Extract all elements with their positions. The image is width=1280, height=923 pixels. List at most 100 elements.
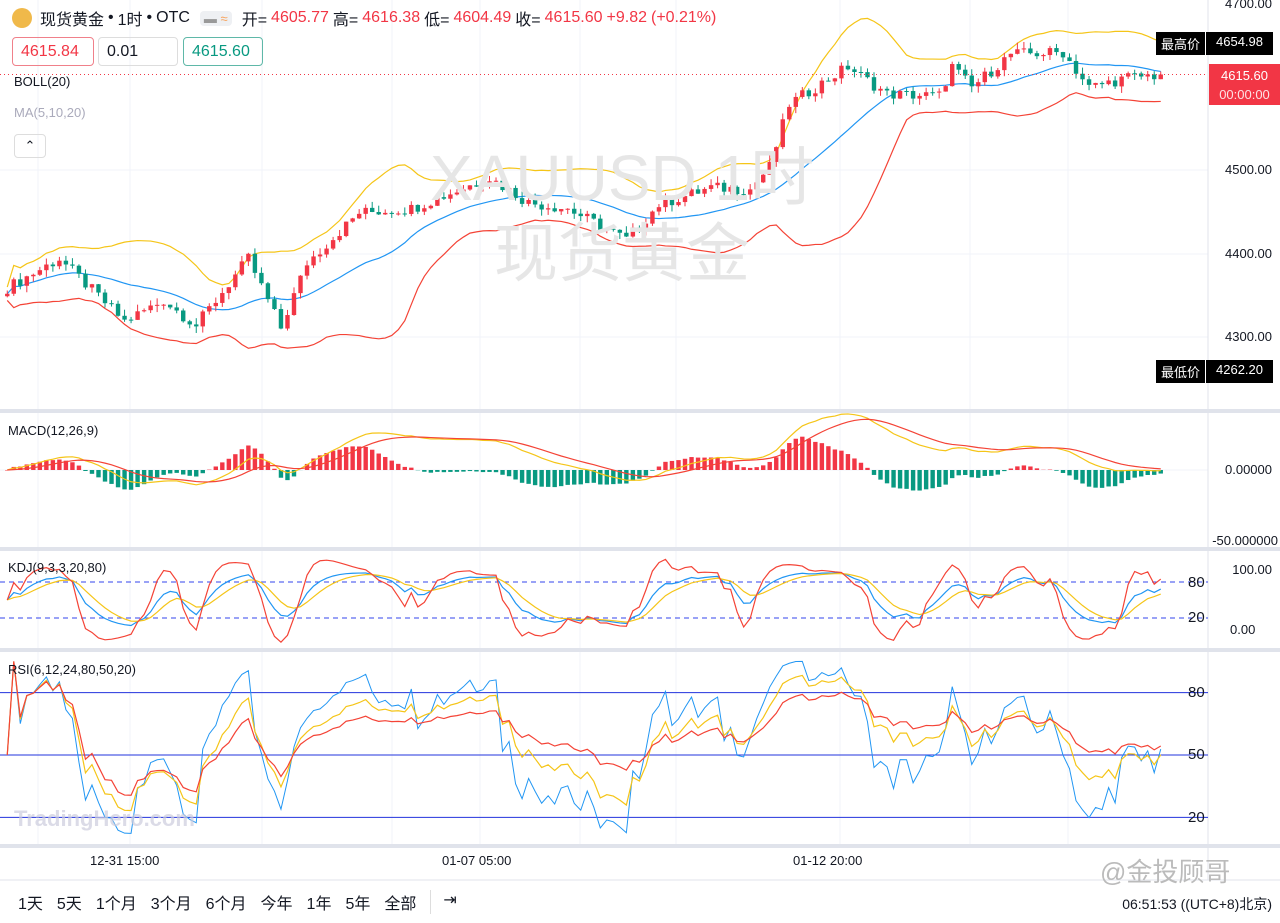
candle-body	[650, 211, 655, 224]
candle-body	[141, 310, 147, 312]
macd-histogram-bar	[317, 455, 323, 470]
kdj-tick: 80	[1188, 574, 1205, 591]
candle-body	[1080, 73, 1085, 80]
candle-body	[565, 208, 570, 210]
close-value: 4615.60	[544, 9, 603, 26]
range-1d[interactable]: 1天	[18, 896, 43, 913]
boll-label[interactable]: BOLL(20)	[14, 74, 71, 89]
macd-histogram-bar	[552, 470, 557, 488]
candle-body	[96, 284, 101, 293]
candle-body	[624, 232, 629, 237]
candle-body	[891, 90, 896, 99]
candle-body	[24, 276, 30, 286]
macd-histogram-bar	[558, 470, 564, 487]
macd-histogram-bar	[181, 470, 186, 475]
macd-dif-line	[7, 413, 1161, 486]
macd-histogram-bar	[337, 449, 342, 470]
candle-body	[558, 209, 564, 212]
macd-histogram-bar	[233, 454, 238, 470]
ma-label[interactable]: MA(5,10,20)	[14, 105, 86, 120]
macd-histogram-bar	[226, 458, 232, 470]
candle-body	[806, 90, 812, 97]
candle-body	[1015, 49, 1020, 54]
rsi-label[interactable]: RSI(6,12,24,80,50,20)	[8, 662, 136, 677]
candle-body	[220, 293, 225, 303]
symbol-name[interactable]: 现货黄金	[40, 12, 105, 29]
candle-body	[708, 185, 714, 189]
macd-histogram-bar	[428, 470, 434, 473]
range-ytd[interactable]: 今年	[260, 896, 293, 913]
candle-body	[604, 228, 610, 230]
macd-histogram-bar	[806, 438, 812, 470]
macd-histogram-bar	[213, 466, 218, 470]
macd-histogram-bar	[461, 470, 466, 472]
macd-histogram-bar	[220, 462, 225, 470]
interval[interactable]: 1时	[117, 12, 143, 29]
candle-body	[643, 223, 649, 230]
candle-body	[923, 92, 929, 96]
range-1m[interactable]: 1个月	[95, 896, 137, 913]
macd-histogram-bar	[324, 452, 329, 470]
buy-button[interactable]: 4615.60	[183, 37, 263, 66]
rsi-24-line	[6, 661, 1162, 796]
collapse-indicators-button[interactable]: ⌃	[14, 134, 46, 158]
candle-body	[154, 304, 160, 306]
candle-body	[532, 199, 538, 205]
clock[interactable]: 06:51:53 ((UTC+8)北京)	[1122, 896, 1272, 912]
candle-body	[956, 64, 961, 70]
candle-body	[422, 208, 427, 212]
price-tick: 4300.00	[1225, 329, 1272, 344]
macd-histogram-bar	[910, 470, 916, 491]
range-5y[interactable]: 5年	[345, 896, 371, 913]
candle-body	[950, 64, 955, 87]
macd-histogram-bar	[1028, 466, 1033, 470]
macd-histogram-bar	[917, 470, 922, 491]
range-1y[interactable]: 1年	[306, 896, 332, 913]
candle-body	[272, 299, 277, 310]
macd-histogram-bar	[50, 460, 56, 470]
macd-histogram-bar	[487, 470, 492, 472]
macd-histogram-bar	[70, 462, 75, 470]
macd-histogram-bar	[76, 465, 82, 470]
range-5d[interactable]: 5天	[56, 896, 82, 913]
candle-body	[767, 161, 772, 175]
candle-body	[1054, 48, 1059, 53]
candle-body	[910, 91, 916, 99]
macd-histogram-bar	[936, 470, 942, 487]
range-all[interactable]: 全部	[384, 896, 417, 913]
macd-histogram-bar	[787, 443, 792, 470]
macd-histogram-bar	[871, 470, 877, 475]
candle-body	[5, 293, 10, 297]
candle-body	[213, 302, 218, 307]
candle-body	[487, 181, 492, 186]
macd-histogram-bar	[1152, 470, 1157, 475]
kdj-label[interactable]: KDJ(9,3,3,20,80)	[8, 560, 107, 575]
macd-histogram-bar	[161, 470, 166, 475]
macd-histogram-bar	[878, 470, 883, 480]
macd-histogram-bar	[767, 461, 772, 470]
candle-body	[637, 227, 642, 230]
candle-body	[435, 197, 440, 206]
macd-histogram-bar	[695, 457, 701, 470]
time-tick: 01-12 20:00	[793, 853, 863, 868]
symbol-header: 现货黄金 • 1时 • OTC ▬ ≈ 开= 4605.77 高= 4616.38 低=…	[12, 6, 716, 30]
boll-middle-line	[6, 62, 1161, 311]
candle-body	[598, 218, 603, 230]
collapse-toggle-icon[interactable]: ▬ ≈	[199, 10, 232, 26]
range-6m[interactable]: 6个月	[205, 896, 247, 913]
macd-histogram-bar	[1002, 470, 1007, 472]
range-3m[interactable]: 3个月	[150, 896, 192, 913]
macd-histogram-bar	[891, 470, 896, 488]
macd-histogram-bar	[239, 449, 245, 470]
goto-date-icon[interactable]: ⇥	[430, 890, 457, 914]
candle-body	[102, 292, 108, 304]
high-value: 4616.38	[362, 9, 421, 26]
candle-body	[480, 185, 486, 187]
macd-histogram-bar	[1125, 470, 1131, 481]
macd-label[interactable]: MACD(12,26,9)	[8, 423, 99, 438]
candle-body	[461, 189, 466, 193]
quantity-input[interactable]: 0.01	[98, 37, 178, 66]
sell-button[interactable]: 4615.84	[12, 37, 94, 66]
candle-body	[148, 305, 153, 311]
